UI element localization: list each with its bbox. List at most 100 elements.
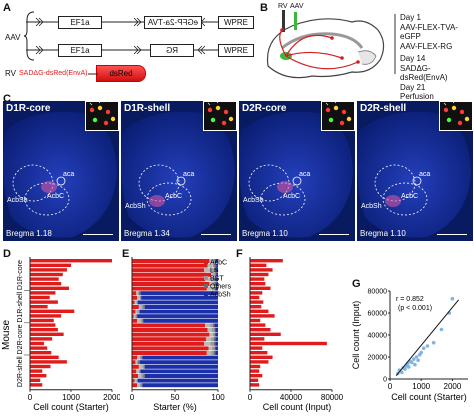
bar-d-19 xyxy=(30,346,48,350)
seg-e-7-2 xyxy=(138,291,139,296)
seg-e-14-0 xyxy=(132,323,206,328)
seg-e-16-3 xyxy=(214,332,216,337)
panel-label-f: F xyxy=(236,248,243,260)
legend-label-e: AcbSh xyxy=(210,292,231,299)
seg-e-17-2 xyxy=(211,337,214,342)
panel-label-c: C xyxy=(3,93,11,105)
bar-f-11 xyxy=(250,309,269,313)
bar-d-5 xyxy=(30,282,62,286)
x-axis-label-f: Cell count (Input) xyxy=(263,402,332,412)
brain-sagittal-schematic xyxy=(266,10,385,79)
seg-e-0-3 xyxy=(214,259,216,263)
seg-e-27-4 xyxy=(142,383,218,388)
point-g-15 xyxy=(419,350,423,355)
seg-e-19-4 xyxy=(215,346,218,351)
seg-e-27-3 xyxy=(141,383,143,388)
tick-label-d: 0 xyxy=(28,393,33,402)
bar-d-10 xyxy=(30,305,48,309)
bar-d-12 xyxy=(30,314,62,318)
bar-d-0 xyxy=(30,259,112,263)
bregma-label: Bregma 1.10 xyxy=(242,229,288,238)
group-label-d: D1R-shell xyxy=(17,291,24,322)
micrograph-title: D2R-core xyxy=(242,103,287,114)
seg-e-15-0 xyxy=(132,328,208,332)
seg-e-15-4 xyxy=(215,328,218,332)
tick-label-f: 80000 xyxy=(321,393,344,402)
bar-f-16 xyxy=(250,332,281,336)
seg-e-15-1 xyxy=(207,328,212,332)
seg-e-26-1 xyxy=(134,378,137,383)
seg-e-11-2 xyxy=(137,309,139,314)
seg-e-1-1 xyxy=(207,263,213,268)
aca-label: aca xyxy=(419,171,431,178)
seg-e-13-0 xyxy=(132,318,138,323)
seg-e-26-0 xyxy=(132,378,135,383)
y-axis-label-g: Cell count (Input) xyxy=(352,301,361,370)
seg-e-4-3 xyxy=(213,277,216,282)
legend-label-e: AcbC xyxy=(210,260,227,267)
wpre-box-1: WPRE xyxy=(218,16,254,29)
seg-e-17-3 xyxy=(213,337,216,342)
seg-e-20-4 xyxy=(215,351,218,355)
acbsh-label: AcbSh xyxy=(361,203,382,210)
bar-f-13 xyxy=(250,318,261,323)
seg-e-21-2 xyxy=(139,355,142,360)
seg-e-0-4 xyxy=(215,259,218,263)
annotation-r-g: r = 0.852 xyxy=(396,296,424,303)
seg-e-1-0 xyxy=(132,263,208,268)
inset-zoom xyxy=(321,101,355,131)
seg-e-10-4 xyxy=(144,305,218,309)
bar-f-27 xyxy=(250,383,260,387)
legend-label-e: Others xyxy=(210,284,232,291)
seg-e-25-0 xyxy=(132,374,139,378)
seg-e-11-4 xyxy=(139,309,218,314)
seg-e-3-4 xyxy=(216,272,218,277)
seg-e-21-1 xyxy=(137,355,140,360)
seg-e-20-2 xyxy=(211,351,214,355)
seg-e-7-0 xyxy=(132,291,137,296)
seg-e-27-1 xyxy=(137,383,140,388)
bar-d-18 xyxy=(30,341,44,346)
seg-e-10-0 xyxy=(132,305,139,309)
seg-e-9-2 xyxy=(136,300,138,305)
bar-d-17 xyxy=(30,337,53,341)
point-g-11 xyxy=(413,362,417,367)
bar-f-1 xyxy=(250,263,267,267)
bar-d-24 xyxy=(30,369,43,373)
bregma-label: Bregma 1.34 xyxy=(124,229,170,238)
bar-d-3 xyxy=(30,272,63,277)
seg-e-21-0 xyxy=(132,355,138,360)
seg-e-24-0 xyxy=(132,369,137,374)
point-g-19 xyxy=(439,327,444,332)
rv-label: RV xyxy=(5,69,16,78)
seg-e-24-1 xyxy=(136,369,139,374)
bar-d-23 xyxy=(30,364,51,369)
timeline: Day 1 AAV-FLEX-TVA-eGFP AAV-FLEX-RG Day … xyxy=(400,13,474,102)
bar-d-15 xyxy=(30,328,58,332)
bar-f-0 xyxy=(250,259,283,263)
x-axis-label-d: Cell count (Starter) xyxy=(33,402,109,412)
timeline-rv: SADΔG-dsRed(EnvA) xyxy=(400,63,448,83)
point-g-13 xyxy=(416,358,420,363)
legend-swatch-e xyxy=(204,276,208,280)
seg-e-3-1 xyxy=(211,272,214,277)
bar-d-11 xyxy=(30,309,75,313)
micrograph-title: D1R-shell xyxy=(124,103,171,114)
bar-d-20 xyxy=(30,351,52,355)
seg-e-10-2 xyxy=(141,305,144,309)
tick-label-e: 50 xyxy=(171,393,180,402)
scale-bar xyxy=(83,234,113,235)
seg-e-25-1 xyxy=(138,374,142,378)
seg-e-25-3 xyxy=(143,374,145,378)
seg-e-17-0 xyxy=(132,337,206,342)
bar-d-9 xyxy=(30,300,58,304)
seg-e-22-2 xyxy=(137,360,139,365)
point-g-21 xyxy=(450,296,455,301)
seg-e-3-0 xyxy=(132,272,212,277)
legend-swatch-e xyxy=(204,268,208,272)
seg-e-23-1 xyxy=(138,364,143,369)
seg-e-22-4 xyxy=(139,360,218,365)
seg-e-3-3 xyxy=(215,272,217,277)
seg-e-6-0 xyxy=(132,286,207,291)
seg-e-12-2 xyxy=(135,314,137,319)
